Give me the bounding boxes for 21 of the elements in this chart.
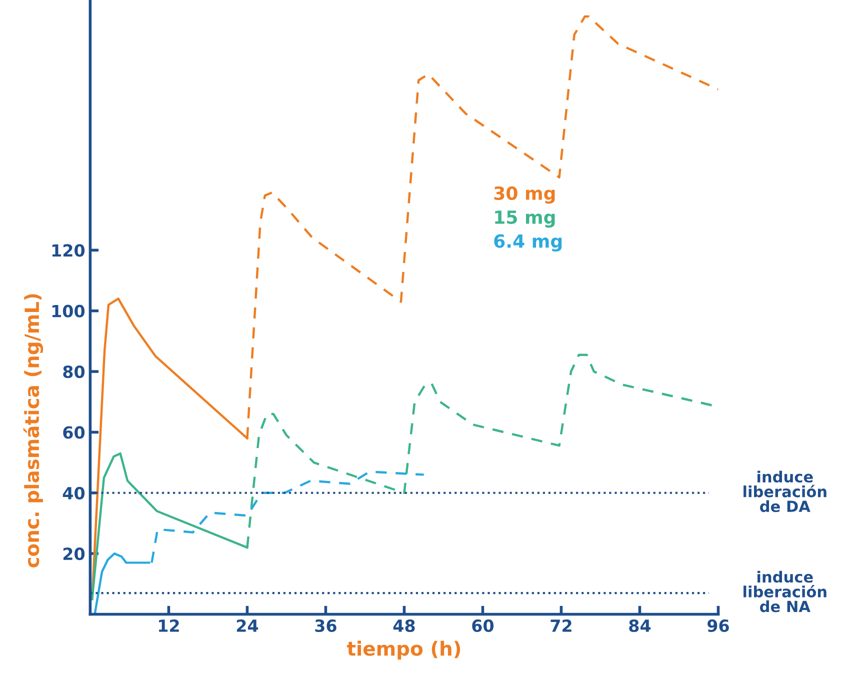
x-tick-label: 96 <box>708 619 729 632</box>
x-tick-label: 72 <box>550 619 572 632</box>
ref-line-label: induce liberación de NA <box>744 570 826 612</box>
text: 6.4 mg <box>494 234 562 252</box>
x-tick-label: 12 <box>158 619 179 632</box>
x-tick-label: 48 <box>393 619 415 632</box>
ref-line-label: induce liberación de DA <box>744 470 826 512</box>
y-axis-title: conc. plasmática (ng/mL) <box>23 294 44 568</box>
text: 30 mg <box>494 186 555 204</box>
y-tick-label: 60 <box>63 426 85 439</box>
y-tick-label: 20 <box>63 548 85 560</box>
y-tick-label: 120 <box>52 244 85 257</box>
x-axis-title: tiempo (h) <box>346 640 460 660</box>
x-tick-label: 24 <box>236 619 258 632</box>
x-tick-label: 60 <box>472 619 494 632</box>
text: 15 mg <box>495 210 555 228</box>
y-tick-label: 100 <box>52 304 85 318</box>
x-tick-label: 36 <box>315 619 336 632</box>
x-tick-label: 84 <box>629 619 651 632</box>
y-tick-label: 80 <box>63 365 85 378</box>
y-tick-label: 40 <box>62 486 85 500</box>
